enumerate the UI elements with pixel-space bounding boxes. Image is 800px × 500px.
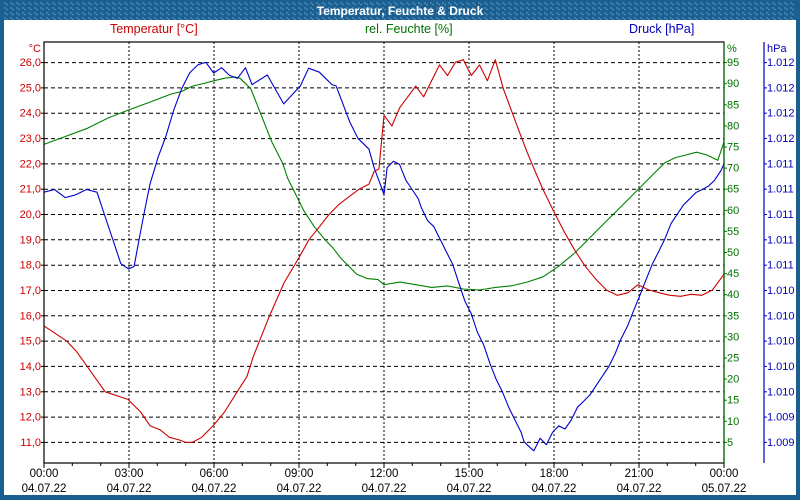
svg-text:00:00: 00:00 bbox=[710, 468, 739, 480]
svg-text:1.010: 1.010 bbox=[767, 336, 795, 348]
svg-text:21,0: 21,0 bbox=[20, 184, 41, 196]
svg-text:60: 60 bbox=[727, 205, 739, 217]
svg-text:25: 25 bbox=[727, 353, 739, 365]
svg-text:04.07.22: 04.07.22 bbox=[617, 483, 662, 495]
svg-text:1.012: 1.012 bbox=[767, 133, 795, 145]
svg-text:04.07.22: 04.07.22 bbox=[22, 483, 67, 495]
svg-text:20,0: 20,0 bbox=[20, 209, 41, 221]
svg-text:04.07.22: 04.07.22 bbox=[107, 483, 152, 495]
svg-text:1.009: 1.009 bbox=[767, 437, 795, 449]
svg-text:1.010: 1.010 bbox=[767, 361, 795, 373]
svg-text:11,0: 11,0 bbox=[20, 437, 41, 449]
svg-text:00:00: 00:00 bbox=[30, 468, 59, 480]
svg-text:13,0: 13,0 bbox=[20, 386, 41, 398]
svg-text:17,0: 17,0 bbox=[20, 285, 41, 297]
svg-text:50: 50 bbox=[727, 247, 739, 259]
svg-text:04.07.22: 04.07.22 bbox=[447, 483, 492, 495]
svg-text:16,0: 16,0 bbox=[20, 310, 41, 322]
svg-text:85: 85 bbox=[727, 99, 739, 111]
svg-text:26,0: 26,0 bbox=[20, 57, 41, 69]
svg-text:19,0: 19,0 bbox=[20, 234, 41, 246]
svg-text:25,0: 25,0 bbox=[20, 82, 41, 94]
svg-text:1.011: 1.011 bbox=[767, 209, 794, 221]
svg-text:45: 45 bbox=[727, 268, 739, 280]
svg-text:1.009: 1.009 bbox=[767, 412, 795, 424]
svg-text:1.011: 1.011 bbox=[767, 234, 794, 246]
svg-text:70: 70 bbox=[727, 163, 739, 175]
svg-text:°C: °C bbox=[29, 43, 41, 55]
svg-text:04.07.22: 04.07.22 bbox=[362, 483, 407, 495]
svg-text:55: 55 bbox=[727, 226, 739, 238]
svg-text:1.012: 1.012 bbox=[767, 108, 795, 120]
svg-text:04.07.22: 04.07.22 bbox=[532, 483, 577, 495]
svg-text:%: % bbox=[727, 43, 737, 55]
svg-text:1.010: 1.010 bbox=[767, 285, 795, 297]
svg-text:1.011: 1.011 bbox=[767, 260, 794, 272]
svg-text:90: 90 bbox=[727, 78, 739, 90]
svg-text:04.07.22: 04.07.22 bbox=[192, 483, 237, 495]
svg-text:03:00: 03:00 bbox=[115, 468, 144, 480]
svg-text:12:00: 12:00 bbox=[370, 468, 399, 480]
svg-text:21:00: 21:00 bbox=[625, 468, 654, 480]
svg-text:hPa: hPa bbox=[767, 43, 787, 55]
svg-text:75: 75 bbox=[727, 142, 739, 154]
svg-text:04.07.22: 04.07.22 bbox=[277, 483, 322, 495]
svg-text:20: 20 bbox=[727, 374, 739, 386]
svg-text:14,0: 14,0 bbox=[20, 361, 41, 373]
svg-text:1.010: 1.010 bbox=[767, 386, 795, 398]
svg-text:35: 35 bbox=[727, 310, 739, 322]
svg-text:30: 30 bbox=[727, 331, 739, 343]
svg-text:1.010: 1.010 bbox=[767, 310, 795, 322]
svg-text:1.011: 1.011 bbox=[767, 158, 794, 170]
svg-text:15:00: 15:00 bbox=[455, 468, 484, 480]
svg-text:65: 65 bbox=[727, 184, 739, 196]
svg-text:5: 5 bbox=[727, 437, 733, 449]
svg-text:23,0: 23,0 bbox=[20, 133, 41, 145]
svg-text:18,0: 18,0 bbox=[20, 260, 41, 272]
svg-text:15: 15 bbox=[727, 395, 739, 407]
svg-text:40: 40 bbox=[727, 289, 739, 301]
svg-text:09:00: 09:00 bbox=[285, 468, 314, 480]
svg-text:95: 95 bbox=[727, 57, 739, 69]
svg-text:10: 10 bbox=[727, 416, 739, 428]
svg-text:06:00: 06:00 bbox=[200, 468, 229, 480]
svg-text:1.012: 1.012 bbox=[767, 82, 795, 94]
svg-text:12,0: 12,0 bbox=[20, 412, 41, 424]
svg-text:24,0: 24,0 bbox=[20, 108, 41, 120]
svg-text:22,0: 22,0 bbox=[20, 158, 41, 170]
svg-text:80: 80 bbox=[727, 120, 739, 132]
svg-text:1.012: 1.012 bbox=[767, 57, 795, 69]
svg-text:15,0: 15,0 bbox=[20, 336, 41, 348]
svg-text:05.07.22: 05.07.22 bbox=[702, 483, 747, 495]
svg-text:18:00: 18:00 bbox=[540, 468, 569, 480]
svg-text:1.011: 1.011 bbox=[767, 184, 794, 196]
